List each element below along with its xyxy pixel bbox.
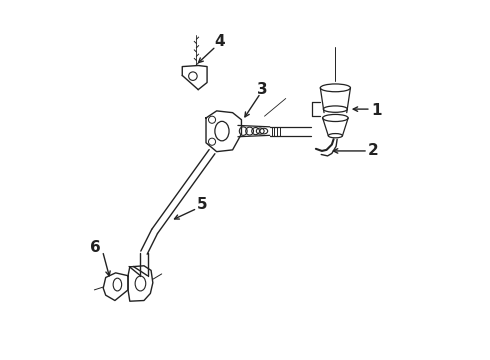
Text: 5: 5 [197,197,208,212]
Text: 4: 4 [214,34,225,49]
Text: 2: 2 [368,143,379,158]
Text: 1: 1 [371,103,381,118]
Text: 3: 3 [257,82,268,97]
Text: 6: 6 [90,240,101,255]
